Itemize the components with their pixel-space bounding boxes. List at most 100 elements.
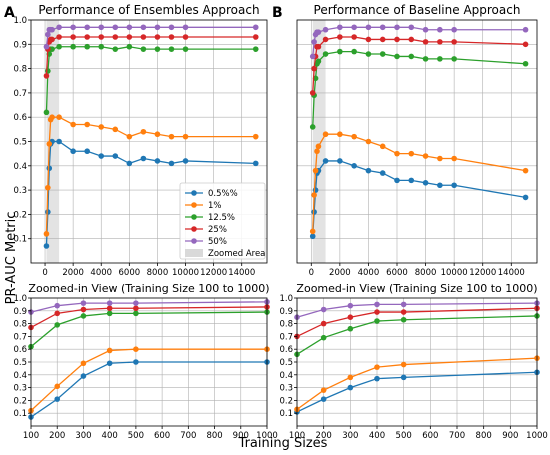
data-point-B-4-5 [322,26,329,33]
y-tick-label: 0.5 [279,358,293,368]
data-point-A-0-1 [45,209,51,215]
data-point-C-2-1 [54,322,61,328]
data-point-B-1-2 [312,167,319,174]
legend-swatch-marker [191,226,197,232]
y-tick-label: 0.5 [13,138,27,148]
data-point-C-1-4 [133,346,139,353]
data-point-C-0-2 [80,373,87,379]
data-point-A-2-12 [154,46,161,52]
data-point-A-3-12 [154,34,161,40]
y-tick-label: 0.9 [279,307,293,317]
y-tick-label: 0.3 [279,384,293,394]
x-tick-label: 200 [49,431,65,441]
y-tick-label: 0.4 [279,371,293,381]
data-point-B-2-15 [522,60,529,67]
data-point-D-4-1 [320,306,327,313]
series-line-A-1 [45,116,256,234]
data-point-A-1-15 [252,133,259,140]
data-point-C-1-3 [106,347,113,354]
y-tick-label: 0.8 [13,320,27,330]
data-point-C-0-3 [106,360,113,367]
data-point-B-2-13 [437,56,443,62]
data-point-A-1-13 [168,133,175,140]
data-point-A-4-4 [49,26,55,33]
data-point-A-4-11 [140,24,147,31]
x-tick-label: 2000 [329,268,351,278]
data-point-B-1-5 [322,131,329,138]
data-point-A-4-5 [56,24,62,31]
data-point-B-3-0 [309,90,316,96]
data-point-C-2-3 [106,310,113,317]
panel-title-C: Zoomed-in View (Training Size 100 to 100… [28,282,269,295]
y-tick-label: 1.0 [279,294,293,304]
data-point-B-3-10 [394,36,400,43]
data-point-A-3-5 [56,34,62,40]
series-line-D-2 [296,315,538,355]
data-point-A-4-15 [252,24,259,31]
data-point-B-4-13 [437,26,443,33]
data-point-D-0-4 [400,374,407,381]
data-point-A-4-6 [70,24,76,31]
data-point-B-4-1 [311,39,317,45]
y-tick-label: 0.6 [13,345,27,355]
data-point-B-0-8 [365,167,372,174]
data-point-B-1-15 [522,167,529,174]
y-tick-label: 0.2 [13,210,27,220]
data-point-B-2-4 [315,58,322,65]
data-point-A-4-7 [84,24,90,31]
data-point-A-2-6 [70,43,76,50]
y-tick-label: 0.7 [279,332,293,342]
data-point-B-0-9 [379,170,386,176]
data-point-D-1-4 [400,361,407,368]
x-tick-label: 2000 [62,268,84,278]
data-point-B-3-4 [315,43,322,50]
series-line-D-4 [296,302,538,318]
x-tick-label: 100 [23,431,39,441]
x-tick-label: 200 [316,431,332,441]
data-point-B-1-4 [315,143,322,150]
y-tick-label: 0.3 [13,186,27,196]
data-point-A-3-9 [112,34,119,40]
data-point-D-3-2 [347,314,354,321]
data-point-B-4-7 [351,24,357,31]
legend-entry-label: 25% [208,225,227,235]
axes-frame-B [296,19,538,264]
data-point-A-1-0 [43,231,50,237]
data-point-A-3-11 [140,34,147,40]
data-point-C-0-1 [54,396,61,402]
data-point-B-4-12 [422,26,429,33]
legend-swatch-marker [191,190,197,196]
data-point-B-1-11 [408,150,415,157]
x-tick-label: 500 [128,431,144,441]
x-tick-label: 400 [102,431,118,441]
x-tick-label: 6000 [119,268,141,278]
data-point-B-3-15 [522,41,529,48]
chart-panels: 0 2000 4000 6000 8000 10000 12000 140000.10.20.… [4,3,548,441]
data-point-A-2-14 [182,46,189,52]
x-tick-label: 12000 [200,268,227,278]
data-point-B-0-0 [309,233,316,240]
series-line-B-1 [312,133,526,232]
data-point-C-4-1 [54,302,61,309]
data-point-B-4-10 [394,24,400,31]
data-point-A-2-10 [126,43,133,50]
data-point-A-1-2 [46,141,53,147]
y-tick-label: 0.5 [13,358,27,368]
data-point-A-3-14 [182,34,189,40]
series-line-A-3 [45,36,256,76]
data-point-B-2-10 [394,53,400,60]
data-point-B-3-5 [322,36,329,43]
data-point-B-0-6 [337,158,343,164]
data-point-A-0-12 [154,158,161,164]
data-point-D-0-3 [374,375,380,382]
data-point-B-1-8 [365,138,372,145]
x-tick-label: 400 [369,431,385,441]
x-tick-label: 700 [449,431,465,441]
data-point-A-3-4 [49,36,55,43]
data-point-A-0-0 [43,243,50,249]
data-point-B-4-11 [408,24,415,31]
data-point-B-0-1 [311,209,317,215]
y-tick-label: 0.1 [13,235,27,245]
legend-zoomed-swatch [185,249,203,257]
